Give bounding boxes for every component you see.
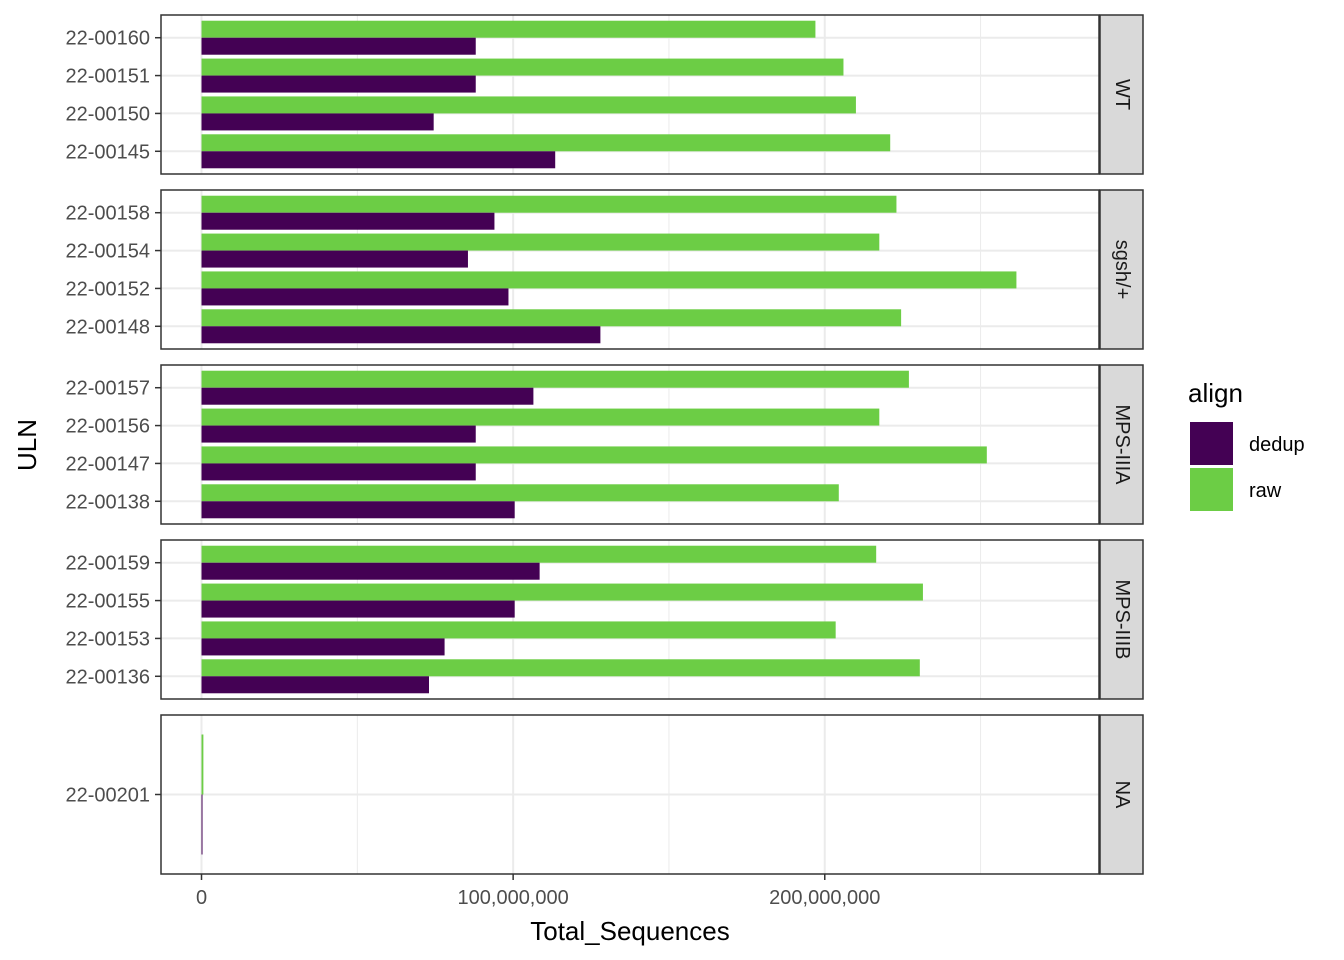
bar-dedup — [201, 288, 509, 306]
bar-raw — [201, 408, 880, 426]
facet-strip-label: MPS-IIIA — [1111, 404, 1133, 485]
facet-strip — [1099, 189, 1144, 350]
y-tick-label: 22-00151 — [65, 66, 150, 88]
bar-raw — [201, 545, 877, 563]
bar-raw — [201, 271, 1017, 289]
y-tick-label: 22-00155 — [65, 591, 150, 613]
y-tick-label: 22-00136 — [65, 666, 150, 688]
facet-panel: 22-00160 22-00151 22-00150 22-00145 WT — [65, 14, 1144, 175]
bar-dedup — [201, 75, 476, 93]
bar-raw — [201, 734, 204, 795]
y-tick-label: 22-00160 — [65, 28, 150, 50]
legend-label-dedup: dedup — [1249, 434, 1305, 456]
panel-border — [160, 714, 1100, 875]
panel-border — [160, 14, 1100, 175]
y-tick-label: 22-00157 — [65, 378, 150, 400]
bar-dedup — [201, 638, 445, 656]
y-axis-title: ULN — [12, 419, 42, 471]
facet-strip — [1099, 539, 1144, 700]
bar-raw — [201, 309, 902, 327]
legend-entries: dedup raw — [1190, 422, 1305, 511]
bar-dedup — [201, 425, 476, 443]
legend-key-raw — [1190, 468, 1233, 511]
facet-panel: 22-00158 22-00154 22-00152 22-00148 sgsh/+ — [65, 189, 1144, 350]
facet-strip-label: NA — [1111, 781, 1133, 809]
x-tick-label: 100,000,000 — [458, 887, 569, 909]
panel-border — [160, 189, 1100, 350]
bar-raw — [201, 233, 880, 251]
y-tick-label: 22-00147 — [65, 453, 150, 475]
bar-dedup — [201, 463, 476, 481]
legend: align dedup raw — [1188, 378, 1305, 511]
legend-key-dedup — [1190, 422, 1233, 465]
y-tick-label: 22-00153 — [65, 628, 150, 650]
facet-strip-label: WT — [1111, 79, 1133, 110]
y-tick-label: 22-00138 — [65, 491, 150, 513]
legend-label-raw: raw — [1249, 480, 1282, 502]
bar-dedup — [201, 501, 515, 519]
facet-strip — [1099, 364, 1144, 525]
bar-dedup — [201, 37, 476, 55]
facet-strip — [1099, 14, 1144, 175]
y-tick-label: 22-00154 — [65, 241, 150, 263]
bar-dedup — [201, 250, 468, 268]
bar-raw — [201, 134, 891, 152]
x-axis-title: Total_Sequences — [530, 916, 729, 946]
y-tick-label: 22-00145 — [65, 141, 150, 163]
bar-raw — [201, 621, 836, 639]
facet-strip-label: MPS-IIIB — [1111, 579, 1133, 659]
x-axis: 0 100,000,000 200,000,000 — [196, 874, 880, 909]
bar-dedup — [201, 562, 540, 580]
facet-panel: 22-00201 NA — [65, 714, 1144, 875]
y-tick-label: 22-00150 — [65, 103, 150, 125]
bar-dedup — [201, 600, 515, 618]
facet-strip-label: sgsh/+ — [1111, 240, 1133, 299]
facet-strip — [1099, 714, 1144, 875]
bar-dedup — [201, 151, 556, 169]
y-tick-label: 22-00148 — [65, 316, 150, 338]
x-tick-label: 0 — [196, 887, 207, 909]
bar-raw — [201, 96, 856, 114]
bar-dedup — [201, 212, 495, 230]
bar-dedup — [201, 387, 534, 405]
y-tick-label: 22-00156 — [65, 416, 150, 438]
bar-raw — [201, 20, 816, 38]
bar-raw — [201, 659, 920, 677]
bar-raw — [201, 446, 987, 464]
y-tick-label: 22-00158 — [65, 203, 150, 225]
bar-raw — [201, 370, 909, 388]
bar-dedup — [201, 676, 429, 694]
x-tick-label: 200,000,000 — [769, 887, 880, 909]
bar-raw — [201, 195, 897, 213]
bar-dedup — [201, 326, 601, 344]
y-tick-label: 22-00152 — [65, 278, 150, 300]
y-tick-label: 22-00159 — [65, 553, 150, 575]
legend-title: align — [1188, 378, 1243, 408]
facet-panels: 22-0016022-0015122-0015022-00145WT22-001… — [65, 14, 1144, 875]
bar-raw — [201, 583, 923, 601]
y-tick-label: 22-00201 — [65, 785, 150, 807]
panel-border — [160, 539, 1100, 700]
bar-dedup — [201, 794, 203, 855]
bar-raw — [201, 58, 844, 76]
panel-border — [160, 364, 1100, 525]
facet-panel: 22-00157 22-00156 22-00147 22-00138 MPS-IIIA — [65, 364, 1144, 525]
facet-panel: 22-00159 22-00155 22-00153 22-00136 MPS-IIIB — [65, 539, 1144, 700]
bar-dedup — [201, 113, 434, 131]
bar-raw — [201, 484, 839, 502]
